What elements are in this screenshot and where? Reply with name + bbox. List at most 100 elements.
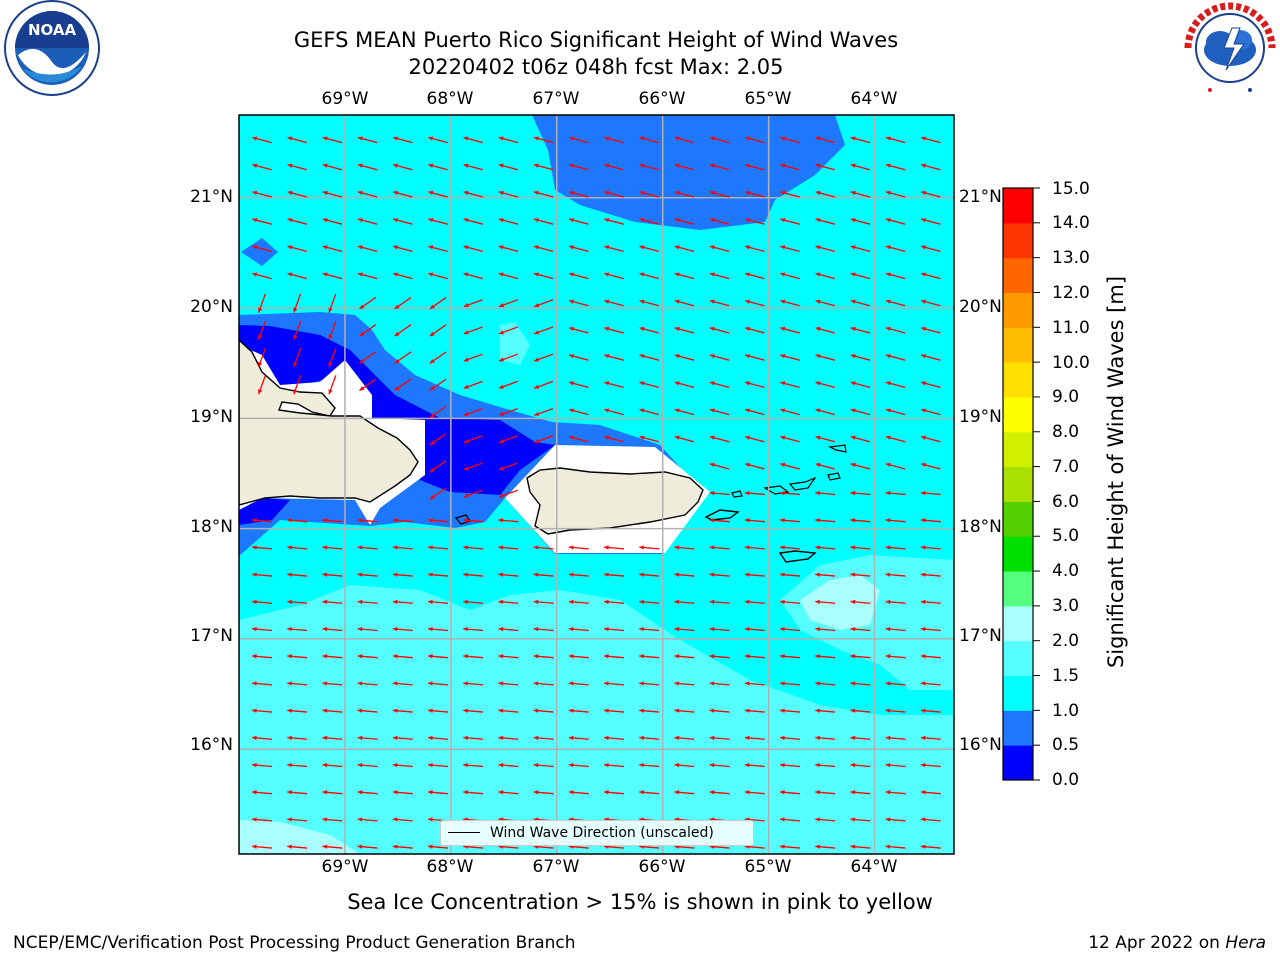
wave-direction-arrow (359, 296, 377, 310)
wave-direction-arrow (920, 626, 941, 632)
wave-direction-arrow (639, 681, 660, 686)
wave-direction-arrow (639, 545, 660, 550)
footer-credit: NCEP/EMC/Verification Post Processing Pr… (13, 933, 576, 953)
wave-direction-arrow (603, 599, 625, 605)
wave-direction-arrow (780, 190, 800, 198)
wave-direction-arrow (287, 163, 308, 171)
wave-direction-arrow (780, 462, 800, 470)
colorbar-tick: 1.0 (1052, 701, 1080, 721)
colorbar-tick: 14.0 (1052, 213, 1090, 233)
wave-direction-arrow (287, 218, 308, 225)
wave-direction-arrow (744, 681, 765, 686)
wave-direction-arrow (709, 354, 730, 361)
wave-direction-arrow (568, 708, 589, 713)
wave-direction-arrow (328, 320, 337, 341)
wave-direction-arrow (463, 599, 484, 605)
wave-direction-arrow (779, 518, 801, 523)
wave-direction-arrow (463, 380, 483, 389)
wave-direction-arrow (568, 272, 589, 280)
wave-direction-arrow (850, 218, 871, 225)
wave-direction-arrow (850, 136, 871, 144)
wave-direction-arrow (429, 460, 447, 473)
colorbar-segment (1003, 327, 1033, 363)
wave-direction-arrow (744, 190, 765, 198)
wave-direction-arrow (568, 218, 589, 225)
wave-direction-arrow (322, 218, 343, 225)
wave-band-0-5-1-0-north (532, 115, 845, 230)
wave-direction-arrow (815, 326, 836, 334)
lat-tick-right: 17°N (959, 626, 1002, 646)
wave-direction-arrow (498, 353, 519, 362)
wave-direction-arrow (533, 626, 554, 632)
wave-direction-arrow (885, 218, 906, 225)
hispaniola-land (239, 339, 419, 506)
wave-direction-arrow (850, 245, 871, 253)
colorbar-segment (1003, 536, 1033, 572)
wave-direction-arrow (427, 654, 449, 659)
wave-direction-arrow (780, 163, 800, 171)
wave-direction-arrow (293, 293, 302, 313)
wave-direction-arrow (744, 245, 765, 253)
colorbar-tick: 10.0 (1052, 353, 1090, 373)
wave-direction-arrow (815, 299, 836, 307)
wave-direction-arrow (463, 163, 484, 171)
wave-direction-arrow (251, 681, 273, 686)
wave-direction-arrow (709, 518, 730, 523)
legend-line-swatch (448, 832, 480, 833)
wave-direction-arrow (815, 408, 836, 416)
wave-direction-arrow (604, 272, 624, 280)
wave-direction-arrow (674, 381, 695, 389)
colorbar-tick: 0.0 (1052, 770, 1080, 790)
wave-direction-arrow (568, 381, 589, 389)
wave-direction-arrow (815, 518, 836, 523)
wave-direction-arrow (357, 218, 378, 225)
lon-tick-top: 66°W (638, 89, 686, 109)
wave-direction-arrow (885, 299, 906, 307)
wave-direction-arrow (463, 654, 484, 659)
wave-direction-arrow (463, 190, 484, 198)
wave-direction-arrow (604, 354, 624, 361)
wave-direction-arrow (780, 435, 800, 443)
map-area (239, 115, 954, 854)
wave-direction-arrow (779, 545, 801, 550)
wave-direction-arrow (252, 163, 272, 171)
wave-direction-arrow (850, 326, 871, 334)
wave-direction-arrow (357, 163, 378, 171)
wave-direction-arrow (674, 245, 695, 253)
lon-tick-bottom: 66°W (638, 857, 686, 877)
wave-direction-arrow (533, 762, 554, 768)
wave-direction-arrow (639, 326, 660, 334)
wave-direction-arrow (293, 347, 302, 368)
wave-direction-arrow (639, 381, 660, 389)
wave-direction-arrow (252, 136, 272, 144)
wave-direction-arrow (357, 817, 378, 822)
wave-direction-arrow (533, 299, 554, 308)
wave-direction-arrow (604, 163, 624, 171)
lon-tick-top: 69°W (321, 89, 369, 109)
puerto-rico-land (526, 467, 704, 535)
wave-direction-arrow (639, 354, 660, 361)
wave-direction-arrow (674, 708, 695, 713)
wave-direction-arrow (815, 545, 836, 550)
wave-direction-arrow (674, 654, 695, 659)
wave-direction-arrow (744, 762, 765, 768)
wave-direction-arrow (709, 381, 730, 389)
wave-direction-arrow (322, 626, 343, 632)
wave-direction-arrow (322, 654, 343, 659)
wave-direction-arrow (498, 599, 519, 605)
wave-direction-arrow (533, 272, 554, 280)
wave-direction-arrow (885, 326, 906, 334)
wave-direction-arrow (850, 626, 871, 632)
wave-direction-arrow (744, 408, 765, 416)
wave-direction-arrow (357, 626, 378, 632)
island-outline (731, 490, 743, 498)
wave-direction-arrow (639, 299, 660, 307)
wave-direction-arrow (744, 654, 765, 659)
wave-direction-arrow (568, 681, 589, 686)
wave-direction-arrow (328, 347, 337, 368)
wave-direction-arrow (639, 272, 660, 280)
wave-direction-arrow (463, 572, 484, 577)
wave-direction-arrow (568, 790, 589, 795)
wave-direction-arrow (603, 681, 625, 686)
colorbar-segment (1003, 675, 1033, 711)
